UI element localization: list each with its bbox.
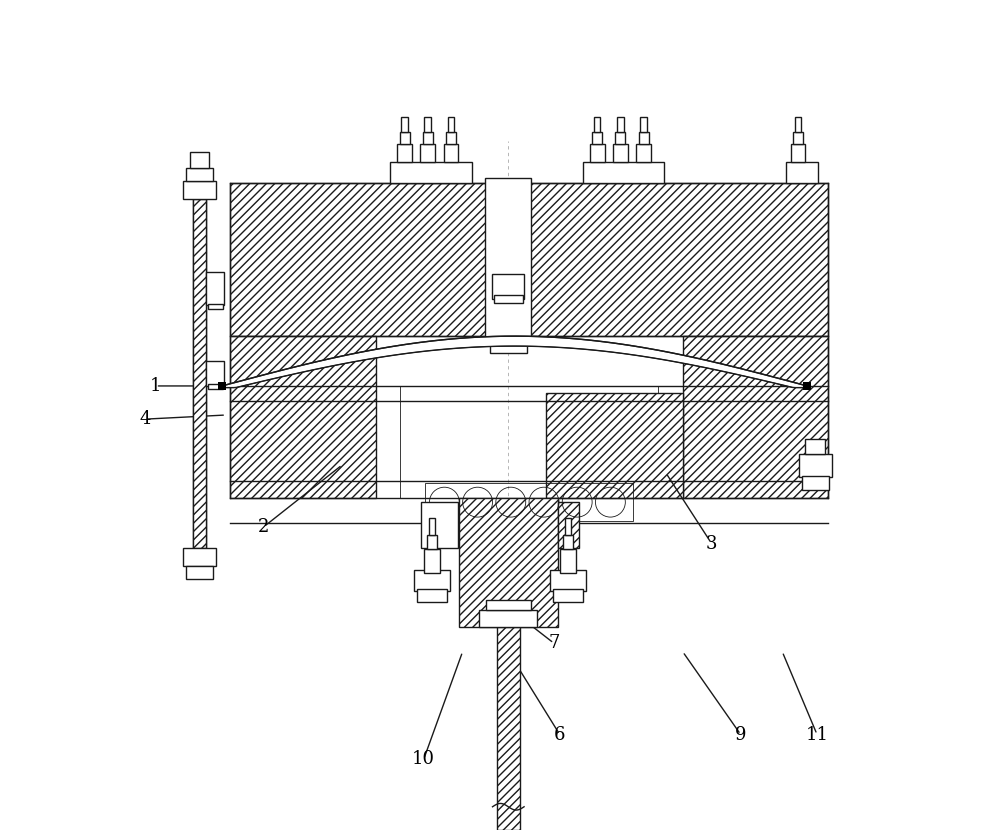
Bar (563, 535, 573, 549)
Text: 9: 9 (735, 725, 746, 744)
Bar (492, 274, 524, 299)
Bar (592, 132, 602, 144)
Bar (803, 382, 811, 390)
Bar (786, 162, 818, 183)
Bar (640, 117, 647, 132)
Bar (565, 518, 571, 535)
Bar (230, 183, 828, 336)
Bar (183, 548, 216, 566)
Text: 1: 1 (150, 377, 161, 395)
Text: 7: 7 (548, 634, 560, 652)
Text: 6: 6 (554, 725, 566, 744)
Bar (424, 117, 431, 132)
Bar (795, 117, 801, 132)
Bar (218, 382, 226, 390)
Polygon shape (222, 336, 807, 388)
Text: 4: 4 (139, 410, 150, 428)
Bar (799, 454, 832, 477)
Bar (193, 199, 206, 548)
Bar (546, 393, 683, 498)
Bar (613, 144, 628, 162)
Bar (429, 518, 435, 535)
Bar (414, 570, 450, 591)
Bar (558, 502, 579, 548)
Bar (683, 336, 828, 498)
Bar (183, 181, 216, 199)
Bar (583, 162, 664, 183)
Bar (446, 132, 456, 144)
Bar (793, 132, 803, 144)
Bar (444, 144, 458, 162)
Bar (458, 498, 558, 627)
Text: 2: 2 (258, 518, 269, 536)
Bar (553, 589, 583, 602)
Bar (636, 144, 651, 162)
Text: 10: 10 (412, 750, 435, 769)
Bar (425, 483, 633, 521)
Bar (560, 549, 576, 573)
Bar (617, 117, 624, 132)
Bar (790, 144, 805, 162)
Bar (401, 117, 408, 132)
Bar (639, 132, 649, 144)
Bar (805, 439, 825, 454)
Bar (400, 132, 410, 144)
Bar (424, 549, 440, 573)
Bar (479, 610, 537, 627)
Bar (190, 152, 209, 168)
Bar (206, 272, 224, 305)
Bar (208, 384, 223, 389)
Bar (550, 570, 586, 591)
Bar (802, 476, 829, 490)
Bar (230, 336, 376, 498)
Bar (186, 566, 213, 579)
Bar (417, 589, 447, 602)
Bar (208, 304, 223, 309)
Text: 11: 11 (806, 725, 829, 744)
Bar (421, 502, 458, 548)
Bar (390, 162, 472, 183)
Bar (490, 343, 527, 353)
Bar (186, 168, 213, 181)
Bar (497, 627, 520, 830)
Bar (448, 117, 454, 132)
Bar (485, 178, 531, 344)
Bar (594, 117, 600, 132)
Bar (420, 144, 435, 162)
Text: 3: 3 (706, 535, 717, 553)
Bar (397, 144, 412, 162)
Bar (423, 132, 433, 144)
Bar (206, 361, 224, 386)
Bar (427, 535, 437, 549)
Bar (590, 144, 605, 162)
Bar (615, 132, 625, 144)
Bar (494, 295, 523, 303)
Bar (486, 600, 531, 610)
